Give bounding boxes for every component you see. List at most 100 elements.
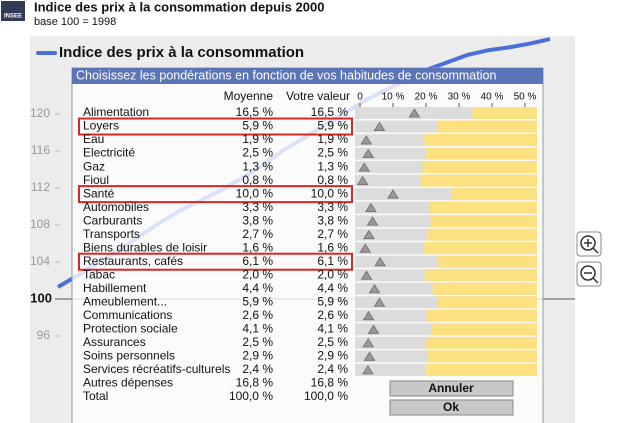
row-average: 1,6 % [242,240,273,254]
row-label: Biens durables de loisir [83,240,207,254]
slider-limit[interactable] [451,188,537,201]
row-label: Santé [83,186,115,200]
slider-thumb[interactable] [387,189,399,199]
slider-limit[interactable] [424,269,537,282]
slider-thumb[interactable] [356,175,369,186]
logo-box [1,1,25,21]
slider-thumb[interactable] [362,337,375,348]
row-value: 3,8 % [317,213,348,227]
row-average: 2,5 % [242,335,273,349]
button[interactable] [389,399,514,416]
slider-thumb[interactable] [364,202,377,213]
slider-thumb[interactable] [363,351,376,361]
slider-thumb[interactable] [358,162,371,172]
slider-limit[interactable] [427,350,537,363]
scale-label: 20 % [415,92,438,103]
slider-thumb[interactable] [360,270,373,280]
row-value: 1,3 % [317,159,348,173]
slider-limit[interactable] [422,161,537,174]
slider-limit[interactable] [472,107,537,119]
column-header: Moyenne [224,89,274,103]
slider-limit[interactable] [426,309,537,322]
slider-thumb[interactable] [360,135,373,145]
row-average: 5,9 % [242,119,273,133]
slider-thumb[interactable] [362,148,375,159]
row-value: 1,6 % [317,240,348,254]
slider-thumb[interactable] [408,108,421,118]
slider-limit[interactable] [426,228,537,241]
row-average: 4,4 % [242,281,273,295]
zoom-out[interactable] [576,261,602,287]
zoom-in[interactable] [576,231,602,257]
highlight-box [78,185,353,204]
zoom-out-glyph[interactable] [584,272,599,284]
button-label[interactable]: Ok [443,400,459,414]
row-average: 100,0 % [229,389,273,403]
slider-thumb[interactable] [373,297,386,307]
slider-thumb[interactable] [366,216,379,226]
row-value: 2,7 % [317,227,348,241]
row-label: Total [83,389,108,403]
slider-limit[interactable] [425,363,537,376]
y-tick-label: 96 [37,328,51,342]
row-label: Autres dépenses [83,376,173,390]
scale-label: 40 % [481,92,504,103]
row-average: 16,5 % [236,105,274,119]
slider-limit[interactable] [424,134,537,147]
slider-limit[interactable] [437,296,537,309]
row-value: 100,0 % [304,389,348,403]
slider-limit[interactable] [426,147,537,160]
scale-label: 50 % [514,92,537,103]
zoom-out-icon[interactable] [580,265,596,281]
row-average: 1,3 % [242,159,273,173]
slider-thumb[interactable] [363,229,375,240]
slider-limit[interactable] [423,242,537,255]
slider-thumb[interactable] [359,243,372,253]
zoom-in-icon[interactable] [580,235,596,251]
slider-thumb[interactable] [374,256,387,267]
row-average: 2,0 % [242,267,273,281]
y-tick-label: 104 [30,254,50,268]
button[interactable] [389,380,514,397]
slider-limit[interactable] [431,323,537,336]
row-average: 2,9 % [242,349,273,363]
slider-limit[interactable] [428,201,537,214]
zoom-in-glyph[interactable] [584,239,599,254]
slider-limit[interactable] [426,336,537,349]
row-label: Restaurants, cafés [83,254,183,268]
row-value: 5,9 % [317,119,348,133]
logo: INSEE [4,14,22,20]
slider-thumb[interactable] [367,324,380,334]
dialog-title: Choisissez les pondérations en fonction … [76,68,496,82]
slider-limit[interactable] [432,282,537,295]
slider-thumb[interactable] [362,310,375,321]
row-value: 2,4 % [317,362,348,376]
row-label: Transports [83,227,140,241]
slider-thumb[interactable] [362,364,374,375]
dialog: Choisissez les pondérations en fonction … [71,67,544,423]
row-average: 4,1 % [242,321,273,335]
row-label: Protection sociale [83,321,178,335]
row-average: 5,9 % [242,294,273,308]
row-value: 2,0 % [317,267,348,281]
y-tick-label: 120 [30,106,50,120]
slider-limit[interactable] [438,255,537,268]
slider-limit[interactable] [420,174,537,187]
button-label[interactable]: Annuler [428,381,474,395]
row-value: 10,0 % [311,186,349,200]
y-tick-label: 112 [31,180,50,194]
dialog-titlebar [72,68,543,84]
row-label: Electricité [83,146,135,160]
slider-limit[interactable] [430,215,537,228]
slider-thumb[interactable] [368,283,381,294]
slider-limit[interactable] [437,120,537,133]
row-average: 1,9 % [242,132,273,146]
row-average: 16,8 % [236,376,274,390]
row-label: Tabac [83,267,115,281]
row-label: Gaz [83,159,105,173]
slider-thumb[interactable] [373,121,386,132]
row-value: 0,8 % [317,173,348,187]
title: Indice des prix à la consommation depuis… [34,0,324,14]
row-average: 0,8 % [242,173,273,187]
row-average: 2,6 % [242,308,273,322]
